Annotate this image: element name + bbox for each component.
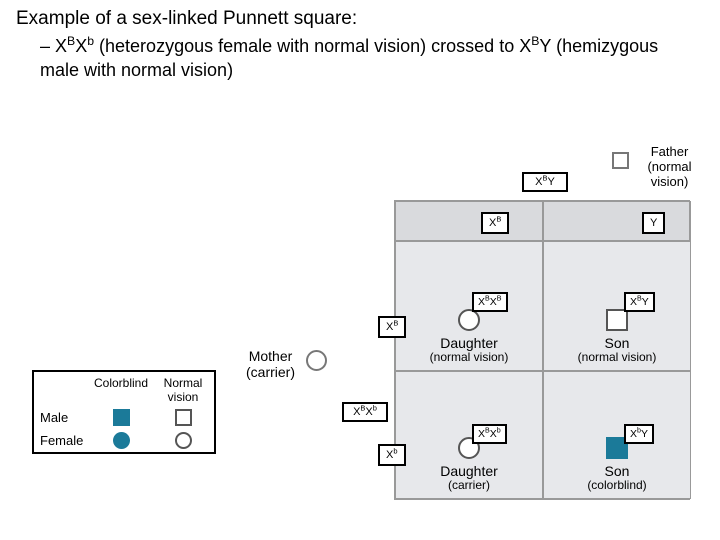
gamete-mother-XB: XB — [378, 316, 406, 338]
mother-icon — [306, 350, 327, 371]
subtitle: – XBXb (heterozygous female with normal … — [0, 32, 720, 93]
father-icon — [612, 152, 629, 169]
male-normal-icon — [175, 409, 192, 426]
dash: – — [40, 36, 55, 56]
female-desc: (heterozygous female with normal vision)… — [94, 36, 519, 56]
cell-r2c1: Daughter (carrier) — [395, 371, 543, 499]
cell-r1c1: Daughter (normal vision) — [395, 241, 543, 371]
cell-r1c2: Son (normal vision) — [543, 241, 691, 371]
father-label: Father(normal vision) — [638, 144, 701, 189]
r1c2-sub: (normal vision) — [578, 351, 657, 364]
gamete-father-XB: XB — [481, 212, 509, 234]
r1c1-main: Daughter — [440, 335, 498, 351]
legend-row-female: Female — [34, 431, 90, 450]
offspring-geno-r1c2: XBY — [624, 292, 655, 312]
r2c1-main: Daughter — [440, 463, 498, 479]
offspring-geno-r2c1: XBXb — [472, 424, 507, 444]
daughter-normal-icon — [458, 309, 480, 331]
punnett-grid: Daughter (normal vision) Son (normal vis… — [394, 200, 690, 500]
legend-col-normal: Normal vision — [152, 372, 214, 406]
male-colorblind-icon — [113, 409, 130, 426]
gamete-mother-Xb: Xb — [378, 444, 406, 466]
legend: Colorblind Normal vision Male Female — [32, 370, 216, 454]
mother-genotype: XBXb — [342, 402, 388, 422]
female-colorblind-icon — [113, 432, 130, 449]
legend-row-male: Male — [34, 408, 90, 427]
cell-r2c2: Son (colorblind) — [543, 371, 691, 499]
female-normal-icon — [175, 432, 192, 449]
r2c2-main: Son — [605, 463, 630, 479]
son-normal-icon — [606, 309, 628, 331]
offspring-geno-r2c2: XbY — [624, 424, 654, 444]
r2c1-sub: (carrier) — [448, 479, 490, 492]
r1c1-sub: (normal vision) — [430, 351, 509, 364]
grid-head-right — [543, 201, 691, 241]
r1c2-main: Son — [605, 335, 630, 351]
gamete-father-Y: Y — [642, 212, 665, 234]
offspring-geno-r1c1: XBXB — [472, 292, 508, 312]
punnett-diagram: Father(normal vision) XBY Mother(carrier… — [236, 138, 701, 518]
grid-head-left — [395, 201, 543, 241]
legend-col-colorblind: Colorblind — [90, 372, 152, 406]
r2c2-sub: (colorblind) — [587, 479, 646, 492]
page-title: Example of a sex-linked Punnett square: — [0, 0, 720, 32]
father-genotype: XBY — [522, 172, 568, 192]
mother-label: Mother(carrier) — [246, 348, 295, 380]
